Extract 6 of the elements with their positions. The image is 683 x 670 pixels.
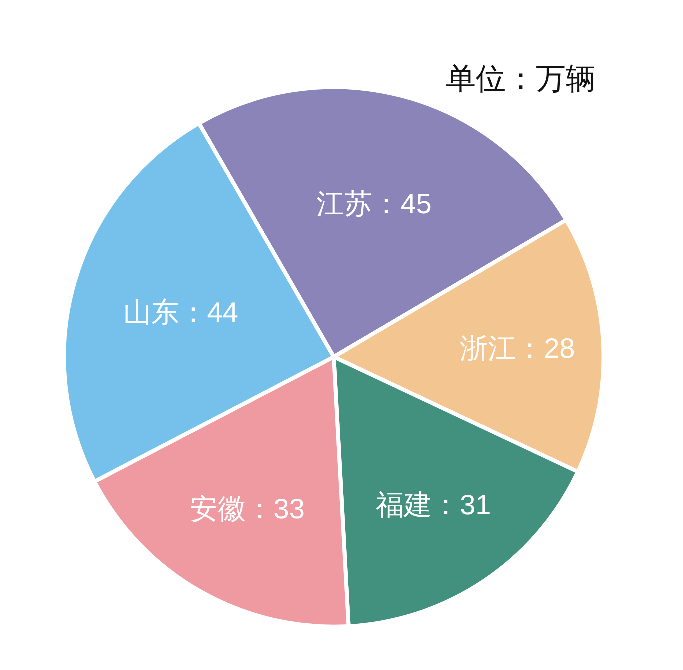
slice-label: 江苏：45 bbox=[316, 188, 432, 220]
slice-label: 山东：44 bbox=[123, 297, 238, 328]
slice-label: 福建：31 bbox=[376, 490, 492, 521]
slice-label: 安徽：33 bbox=[190, 494, 305, 525]
slice-label: 浙江：28 bbox=[460, 333, 576, 364]
text: 单位：万辆 bbox=[446, 63, 596, 96]
